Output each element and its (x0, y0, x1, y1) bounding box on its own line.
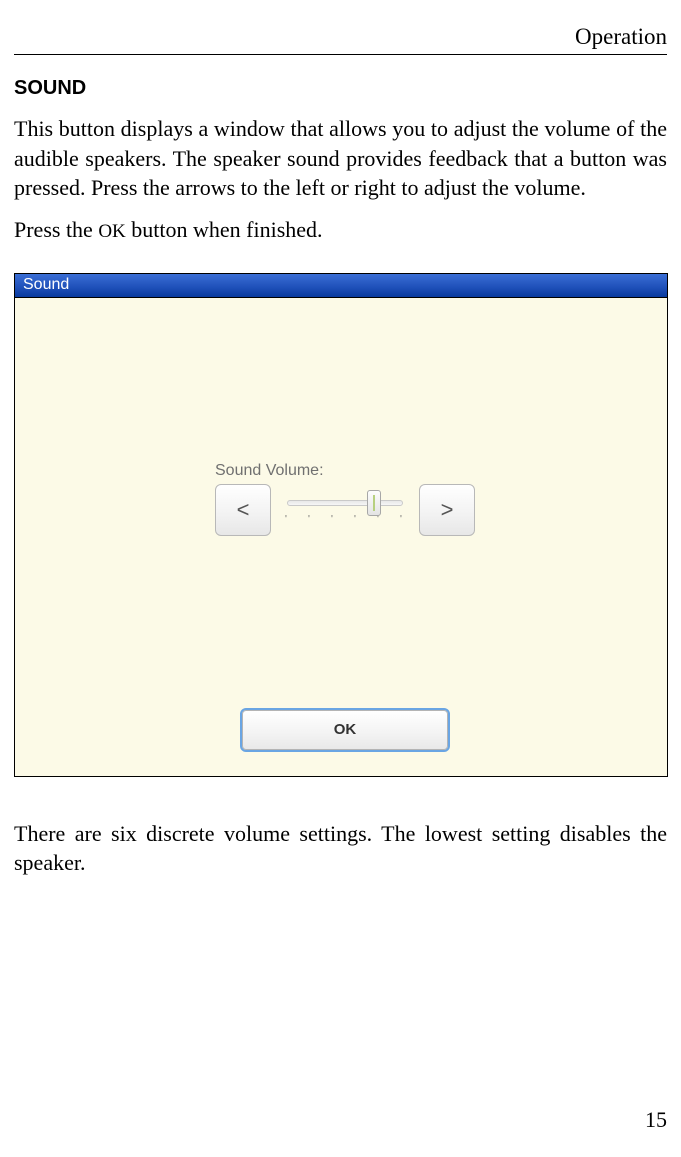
section-heading-sound: SOUND (14, 77, 667, 100)
para2-post: button when finished. (126, 217, 323, 242)
para2-pre: Press the (14, 217, 98, 242)
page-header: Operation (14, 24, 667, 55)
volume-label: Sound Volume: (215, 462, 324, 480)
para2-ok: OK (98, 221, 125, 242)
figure: Sound Sound Volume: < > OK (14, 273, 667, 777)
paragraph-2: Press the OK button when finished. (14, 215, 667, 245)
slider-ticks (287, 514, 403, 528)
decrease-volume-button[interactable]: < (215, 484, 271, 536)
paragraph-1: This button displays a window that allow… (14, 114, 667, 203)
sound-window: Sound Sound Volume: < > OK (14, 273, 668, 777)
window-titlebar: Sound (15, 274, 667, 298)
page-number: 15 (645, 1107, 667, 1133)
paragraph-3: There are six discrete volume settings. … (14, 819, 667, 878)
window-title: Sound (23, 276, 69, 294)
increase-volume-button[interactable]: > (419, 484, 475, 536)
slider-thumb[interactable] (367, 490, 381, 516)
ok-button[interactable]: OK (242, 710, 448, 750)
volume-slider[interactable] (285, 484, 405, 536)
window-body: Sound Volume: < > OK (15, 298, 667, 776)
volume-controls: < > (215, 484, 475, 540)
slider-track (287, 500, 403, 506)
